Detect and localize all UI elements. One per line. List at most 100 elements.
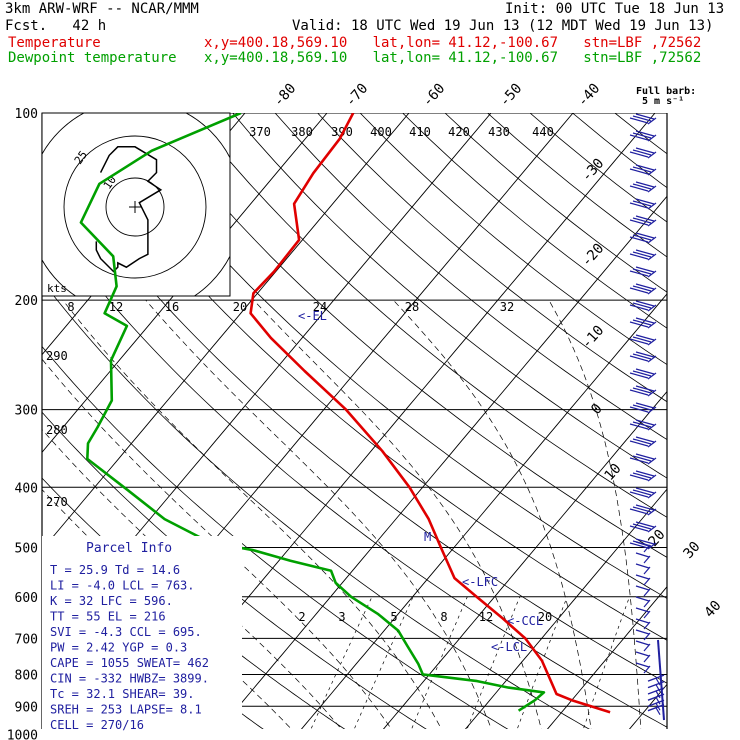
hodograph-ring-label: 10 (101, 173, 119, 191)
wind-key-line2: 5 m s⁻¹ (642, 96, 684, 107)
parcel-info-row: CAPE = 1055 SWEAT= 462 (50, 656, 209, 670)
dry-adiabat (232, 113, 667, 479)
parcel-info-row: TT = 55 EL = 216 (50, 610, 166, 624)
parcel-info-row: SVI = -4.3 CCL = 695. (50, 625, 202, 639)
wind-barb (629, 487, 657, 499)
wind-barb (629, 402, 657, 414)
low-level-wind-barb (647, 704, 665, 716)
level-marker-ccl: <-CCL (507, 614, 543, 628)
mixing-ratio-line (516, 596, 568, 729)
wind-barb (635, 596, 651, 608)
pressure-tick-label: 500 (15, 542, 38, 557)
moist-adiabat (253, 299, 542, 729)
isotherm-label: -50 (497, 81, 526, 111)
parcel-info-row: CELL = 270/16 (50, 718, 144, 732)
upper-mixing-ratio-label: 20 (233, 300, 247, 314)
dry-adiabat (274, 113, 667, 441)
wind-barb (635, 607, 651, 619)
dry-adiabat (317, 113, 667, 403)
parcel-info-row: LI = -4.0 LCL = 763. (50, 579, 195, 593)
valid-time: Valid: 18 UTC Wed 19 Jun 13 (12 MDT Wed … (292, 18, 714, 34)
wind-barb (629, 181, 657, 193)
parcel-info-row: T = 25.9 Td = 14.6 (50, 563, 180, 577)
isotherm-line (382, 390, 667, 729)
isotherm-label: 30 (680, 539, 703, 562)
lower-mixing-ratio-label: 12 (479, 610, 493, 624)
forecast-hour: Fcst. 42 h (5, 18, 107, 34)
wind-barb (629, 249, 657, 261)
pressure-tick-label: 800 (15, 668, 38, 683)
wind-key: Full barb: 5 m s⁻¹ (636, 86, 696, 107)
parcel-info-title: Parcel Info (86, 541, 172, 556)
pressure-tick-label: 600 (15, 591, 38, 606)
dry-adiabat (189, 113, 667, 518)
wind-barb (629, 317, 657, 329)
wind-barb (629, 266, 657, 278)
wind-barb (629, 334, 657, 346)
upper-mixing-ratio-label: 8 (67, 300, 74, 314)
isotherm-label: -10 (579, 323, 608, 353)
pressure-tick-label: 1000 (7, 729, 38, 740)
dry-adiabat (147, 113, 667, 558)
dry-adiabat (614, 113, 667, 155)
temperature-curve (249, 113, 611, 714)
parcel-info-row: K = 32 LFC = 596. (50, 594, 173, 608)
low-level-wind-barb (657, 639, 665, 721)
isotherm-label: -70 (343, 81, 372, 111)
theta-label: 430 (488, 125, 510, 139)
dry-adiabat (62, 113, 667, 641)
dry-adiabat (42, 213, 667, 728)
wind-barb (635, 651, 651, 663)
wind-barb (629, 385, 657, 397)
lower-mixing-ratio-label: 5 (390, 610, 397, 624)
legend-temperature: Temperature (8, 35, 101, 51)
pressure-tick-label: 200 (15, 294, 38, 309)
pressure-tick-label: 700 (15, 632, 38, 647)
upper-mixing-ratio-label: 12 (109, 300, 123, 314)
moist-adiabat (393, 299, 592, 729)
pressure-tick-label: 300 (15, 404, 38, 419)
init-time: Init: 00 UTC Tue 18 Jun 13 (505, 1, 725, 17)
isotherm-label: -20 (579, 241, 608, 271)
parcel-info-row: PW = 2.42 YGP = 0.3 (50, 641, 187, 655)
mixing-ratio-line (353, 596, 414, 729)
isotherm-label: -40 (575, 81, 604, 111)
hodograph-ring (63, 135, 207, 279)
moist-adiabat (145, 299, 492, 729)
wind-barb (629, 470, 657, 482)
hodograph-unit: kts (47, 282, 67, 295)
mixing-ratio-line (310, 596, 373, 729)
model-title: 3km ARW-WRF -- NCAR/MMM (5, 1, 199, 17)
pressure-tick-label: 400 (15, 481, 38, 496)
wind-barb (629, 453, 657, 465)
moist-adiabat (62, 299, 442, 729)
hodograph-box (41, 112, 231, 297)
adiabat-label: 280 (46, 423, 68, 437)
hodograph: 10 25 kts (41, 112, 231, 297)
wind-barb (629, 164, 657, 176)
isotherm-line (707, 113, 740, 735)
dry-adiabat (529, 113, 667, 223)
wind-barb (629, 521, 657, 533)
dry-adiabat (402, 113, 667, 329)
lower-mixing-ratio-label: 3 (338, 610, 345, 624)
mixed-layer-marker: M (424, 530, 431, 544)
wind-barb (629, 130, 657, 142)
mixing-ratio-line (582, 596, 630, 729)
pressure-tick-label: 100 (15, 107, 38, 122)
isotherm-line (42, 113, 328, 453)
wind-barb (635, 640, 651, 652)
theta-label: 410 (409, 125, 431, 139)
isotherm-line (42, 113, 410, 551)
dry-adiabat (572, 113, 667, 189)
moist-adiabat (548, 299, 642, 729)
wind-barb (635, 563, 651, 575)
theta-label: 420 (448, 125, 470, 139)
lower-mixing-ratio-label: 2 (298, 610, 305, 624)
upper-mixing-ratio-label: 28 (405, 300, 419, 314)
level-marker-el: <-EL (298, 309, 327, 323)
wind-barb (635, 541, 651, 553)
upper-mixing-ratio-label: 24 (313, 300, 327, 314)
dry-adiabat (104, 113, 667, 599)
parcel-info-panel: Parcel Info T = 25.9 Td = 14.6 LI = -4.0 … (42, 536, 242, 732)
